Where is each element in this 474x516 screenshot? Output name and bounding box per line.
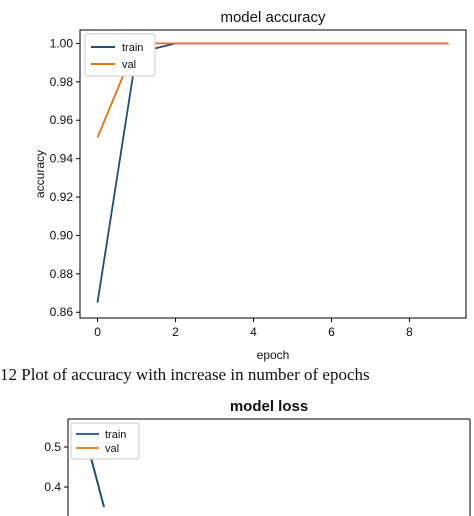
figure-caption: 12 Plot of accuracy with increase in num… xyxy=(0,365,370,384)
y-tick-label: 0.96 xyxy=(50,113,74,127)
y-tick-label: 0.90 xyxy=(50,228,74,242)
x-tick-label: 2 xyxy=(172,325,179,339)
y-tick-label: 1.00 xyxy=(50,36,74,50)
x-tick-label: 4 xyxy=(250,325,257,339)
legend-box xyxy=(70,422,140,460)
chart-title: model accuracy xyxy=(220,9,326,26)
y-tick-label: 0.86 xyxy=(50,305,74,319)
series-line-val xyxy=(96,42,449,138)
y-tick-label: 0.5 xyxy=(44,440,61,454)
x-tick-label: 0 xyxy=(94,325,101,339)
y-tick-label: 0.4 xyxy=(44,480,61,494)
y-axis-label: accuracy xyxy=(33,150,47,198)
legend-label-val: val xyxy=(122,59,136,71)
y-tick-label: 0.88 xyxy=(50,267,74,281)
y-tick-label: 0.92 xyxy=(50,190,74,204)
x-tick-label: 8 xyxy=(406,325,413,339)
legend-label-val: val xyxy=(105,443,119,455)
legend-label-train: train xyxy=(105,429,126,441)
legend-box xyxy=(84,33,156,77)
chart-title: model loss xyxy=(230,398,308,415)
x-tick-label: 6 xyxy=(328,325,335,339)
accuracy-chart: model accuracy 0 2 4 6 8 0.86 0.88 0.90 0.92 0.94 0… xyxy=(33,9,467,362)
plot-frame xyxy=(79,29,467,319)
legend-label-train: train xyxy=(122,42,143,54)
y-tick-label: 0.98 xyxy=(50,75,74,89)
y-tick-label: 0.94 xyxy=(50,152,74,166)
x-axis-label: epoch xyxy=(257,348,290,362)
